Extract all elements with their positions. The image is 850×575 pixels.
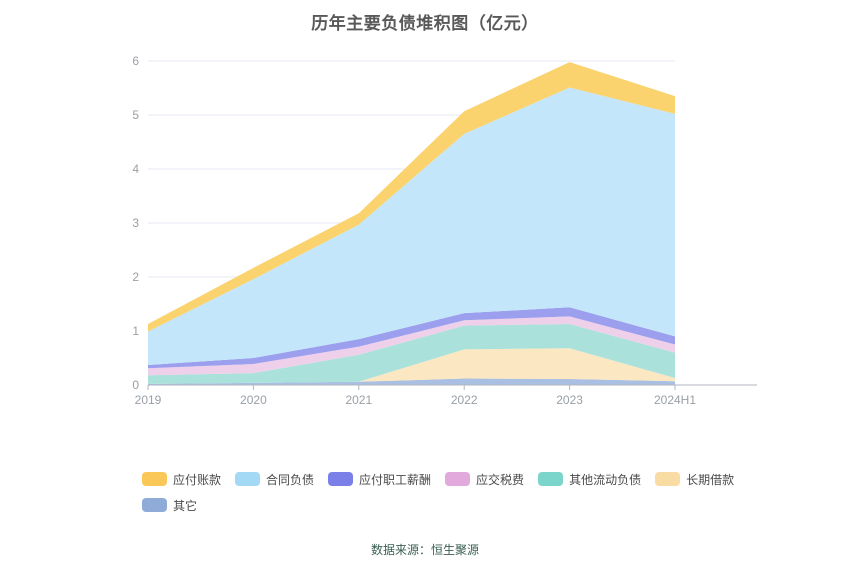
legend-label: 长期借款: [686, 472, 735, 487]
chart-title: 历年主要负债堆积图（亿元）: [311, 14, 539, 33]
y-tick-label: 5: [132, 108, 139, 122]
legend-swatch-icon: [538, 472, 564, 486]
legend-item-2[interactable]: 应付职工薪酬: [328, 471, 431, 487]
data-source-caption: 数据来源：恒生聚源: [370, 543, 479, 557]
area-band-2: [148, 307, 675, 369]
legend-swatch-icon: [328, 472, 354, 486]
y-tick-label: 0: [132, 378, 139, 392]
legend-item-5[interactable]: 长期借款: [655, 471, 734, 487]
legend-label: 其他流动负债: [569, 472, 642, 487]
legend-swatch-icon: [235, 472, 261, 486]
legend-label: 其它: [173, 498, 198, 513]
legend-swatch-icon: [655, 472, 681, 486]
legend-item-6[interactable]: 其它: [142, 497, 197, 513]
area-band-3: [148, 316, 675, 376]
x-tick-label: 2023: [556, 393, 583, 407]
x-tick-label: 2020: [240, 393, 267, 407]
legend-item-4[interactable]: 其他流动负债: [538, 471, 641, 487]
legend-item-3[interactable]: 应交税费: [445, 471, 524, 487]
legend-label: 合同负债: [266, 472, 315, 487]
stacked-area-plot: 0 1 2 3 4 5 6 2019 2020 2021 2022 2023 2024H1: [132, 54, 757, 407]
legend-swatch-icon: [445, 472, 471, 486]
y-tick-label: 1: [132, 324, 139, 338]
legend-swatch-icon: [142, 472, 167, 486]
area-band-0: [148, 62, 675, 332]
x-tick-label: 2019: [135, 393, 162, 407]
y-tick-label: 3: [132, 216, 139, 230]
x-tick-label: 2021: [345, 393, 372, 407]
legend-label: 应付账款: [173, 472, 222, 487]
x-tick-label: 2022: [451, 393, 478, 407]
legend: 应付账款 合同负债 应付职工薪酬 应交税费 其他流动负债 长期借款其它: [142, 471, 742, 513]
legend-item-0[interactable]: 应付账款: [142, 471, 221, 487]
legend-label: 应付职工薪酬: [359, 472, 432, 487]
area-band-4: [148, 323, 675, 384]
legend-label: 应交税费: [476, 472, 525, 487]
y-tick-label: 4: [132, 162, 139, 176]
y-tick-label: 6: [132, 54, 139, 68]
area-band-5: [148, 348, 675, 384]
y-tick-label: 2: [132, 270, 139, 284]
area-band-6: [148, 378, 675, 385]
legend-item-1[interactable]: 合同负债: [235, 471, 314, 487]
area-band-1: [148, 87, 675, 366]
legend-swatch-icon: [142, 498, 167, 512]
x-tick-label: 2024H1: [654, 393, 696, 407]
